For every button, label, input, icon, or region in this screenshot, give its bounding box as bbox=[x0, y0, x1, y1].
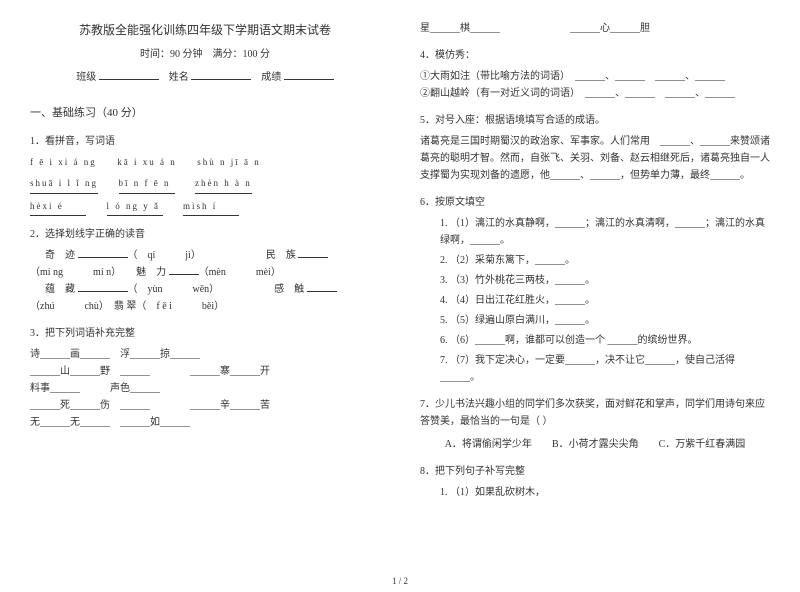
pinyin-row: hèxi é l ó ng y ǎ mìsh í bbox=[30, 198, 380, 216]
q2-line: （zhú chù） 翡 翠（ f ě i běi） bbox=[30, 298, 380, 315]
q6-item: 1. （1）漓江的水真静啊，______；漓江的水真清啊，______；漓江的水… bbox=[420, 215, 770, 249]
q7-title: 7．少儿书法兴趣小组的同学们多次获奖，面对鲜花和掌声，同学们用诗句来应答赞美，最… bbox=[420, 396, 770, 430]
q3-line: ______山______野 ______ ______寨______开 bbox=[30, 363, 380, 380]
q3-cont: 星______棋______ ______心______胆 bbox=[420, 20, 770, 37]
student-info: 班级 姓名 成绩 bbox=[30, 69, 380, 86]
q2-line: 奇 迹 （ qí jì） 民 族 bbox=[30, 247, 380, 264]
page-number: 1 / 2 bbox=[0, 576, 800, 586]
q3-line: 无______无______ ______如______ bbox=[30, 414, 380, 431]
q2-title: 2．选择划线字正确的读音 bbox=[30, 226, 380, 243]
q5-para: 诸葛亮是三国时期蜀汉的政治家、军事家。人们常用 ______、______来赞颂… bbox=[420, 133, 770, 184]
q4-title: 4．模仿秀： bbox=[420, 47, 770, 64]
q6-item: 7. （7）我下定决心，一定要______，决不让它______，使自己活得__… bbox=[420, 352, 770, 386]
q4-line: ②翻山越岭（有一对近义词的词语） ______、______ ______、__… bbox=[420, 85, 770, 102]
exam-time-score: 时间：90 分钟 满分：100 分 bbox=[30, 46, 380, 63]
q8-list: 1. （1）如果乱砍树木， bbox=[420, 484, 770, 501]
q6-item: 4. （4）日出江花红胜火，______。 bbox=[420, 292, 770, 309]
exam-title: 苏教版全能强化训练四年级下学期语文期末试卷 bbox=[30, 20, 380, 40]
q5-title: 5．对号入座：根据语境填写合适的成语。 bbox=[420, 112, 770, 129]
q8-item: 1. （1）如果乱砍树木， bbox=[420, 484, 770, 501]
q6-title: 6．按原文填空 bbox=[420, 194, 770, 211]
q3-line: ______死______伤 ______ ______辛______苦 bbox=[30, 397, 380, 414]
q2-line: （mí ng mí n） 魅 力 （mèn mèi） bbox=[30, 264, 380, 281]
q2-line: 蕴 藏 （ yùn wēn） 感 触 bbox=[30, 281, 380, 298]
q6-list: 1. （1）漓江的水真静啊，______；漓江的水真清啊，______；漓江的水… bbox=[420, 215, 770, 386]
q6-item: 6. （6）______啊，谁都可以创造一个 ______的缤纷世界。 bbox=[420, 332, 770, 349]
section-1-heading: 一、基础练习（40 分） bbox=[30, 104, 380, 123]
q6-item: 5. （5）绿遍山原白满川，______。 bbox=[420, 312, 770, 329]
pinyin-row: f ē i xi á ng kā i xu á n shù n jī ā n bbox=[30, 154, 380, 171]
q3-line: 料事______ 声色______ bbox=[30, 380, 380, 397]
pinyin-row: shuā i l ǐ ng bī n f ē n zhèn h à n bbox=[30, 175, 380, 193]
q6-item: 2. （2）采菊东篱下，______。 bbox=[420, 252, 770, 269]
q4-line: ①大雨如注（带比喻方法的词语） ______、______ ______、___… bbox=[420, 68, 770, 85]
q7-options: A．将谓偷闲学少年 B．小荷才露尖尖角 C．万紫千红春满园 bbox=[420, 436, 770, 453]
left-column: 苏教版全能强化训练四年级下学期语文期末试卷 时间：90 分钟 满分：100 分 … bbox=[30, 20, 380, 505]
q3-title: 3．把下列词语补充完整 bbox=[30, 325, 380, 342]
q8-title: 8．把下列句子补写完整 bbox=[420, 463, 770, 480]
q3-line: 诗______画______ 浮______掠______ bbox=[30, 346, 380, 363]
q6-item: 3. （3）竹外桃花三两枝，______。 bbox=[420, 272, 770, 289]
q1-title: 1．看拼音，写词语 bbox=[30, 133, 380, 150]
right-column: 星______棋______ ______心______胆 4．模仿秀： ①大雨… bbox=[420, 20, 770, 505]
